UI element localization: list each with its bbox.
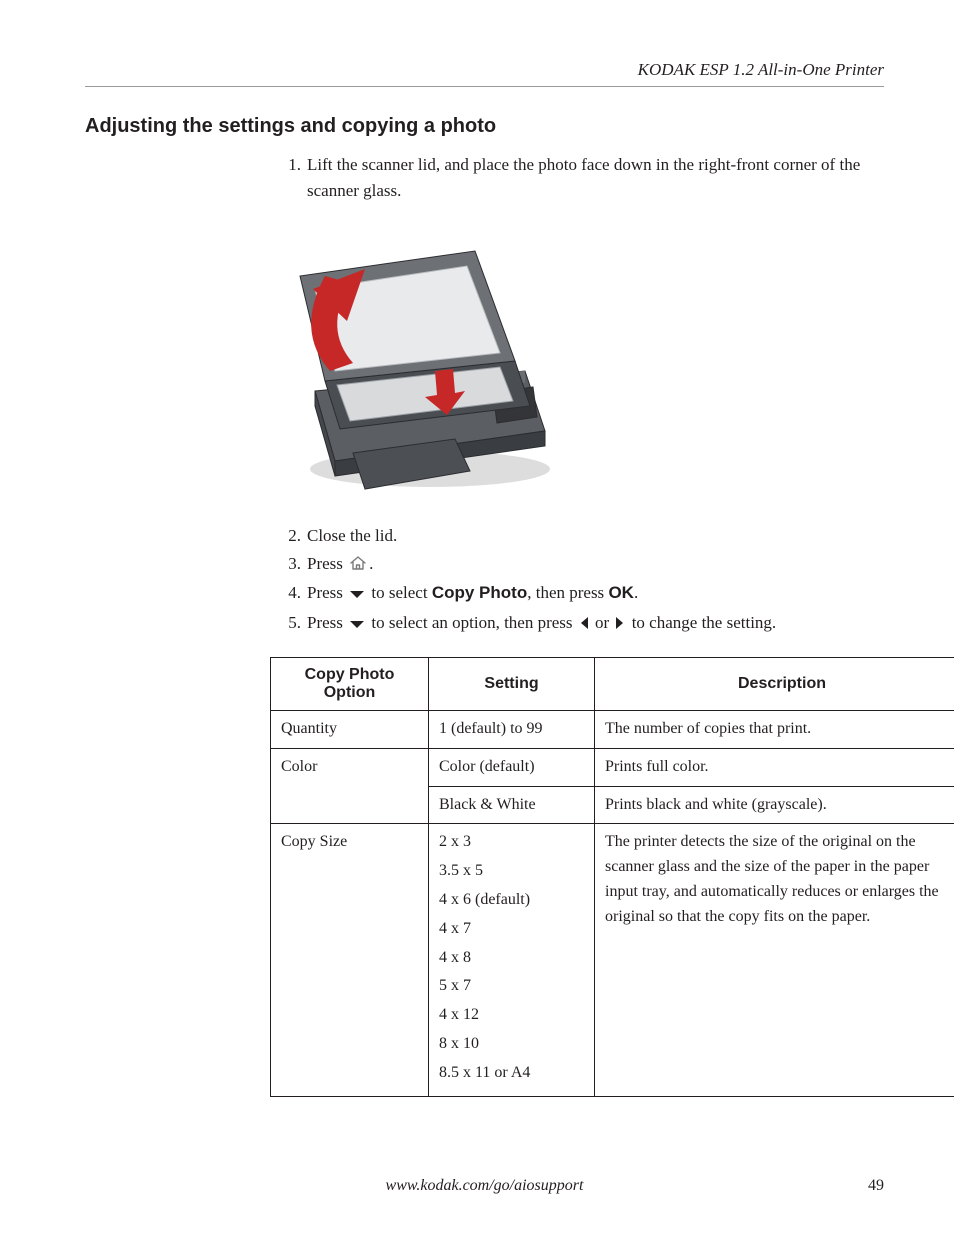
size-list: 2 x 3 3.5 x 5 4 x 6 (default) 4 x 7 4 x … [439, 830, 584, 1085]
bold-text: OK [608, 583, 634, 602]
steps-block-top: 1. Lift the scanner lid, and place the p… [275, 152, 884, 203]
size-item: 4 x 12 [439, 1003, 584, 1028]
page-footer: www.kodak.com/go/aiosupport 49 [85, 1177, 884, 1195]
table-row: Quantity 1 (default) to 99 The number of… [271, 711, 954, 749]
col-header: Copy Photo Option [271, 658, 429, 711]
cell-option: Color [271, 748, 429, 824]
left-arrow-icon [579, 612, 589, 638]
down-arrow-icon [349, 582, 365, 608]
down-arrow-icon [349, 612, 365, 638]
options-table: Copy Photo Option Setting Description Qu… [270, 657, 954, 1097]
text-frag: to select an option, then press [371, 613, 576, 632]
text-frag: or [595, 613, 613, 632]
step-5: 5. Press to select an option, then press… [275, 610, 884, 638]
table-row: Color Color (default) Prints full color. [271, 748, 954, 786]
text-frag: . [369, 554, 373, 573]
cell-setting: Color (default) [429, 748, 595, 786]
step-number: 4. [275, 580, 301, 608]
cell-desc: Prints full color. [595, 748, 954, 786]
col-header: Description [595, 658, 954, 711]
size-item: 4 x 6 (default) [439, 888, 584, 913]
size-item: 8.5 x 11 or A4 [439, 1061, 584, 1086]
text-frag: . [634, 583, 638, 602]
size-item: 8 x 10 [439, 1032, 584, 1057]
steps-block-bottom: 2. Close the lid. 3. Press . 4. Press to… [275, 523, 884, 637]
size-item: 4 x 7 [439, 917, 584, 942]
step-number: 5. [275, 610, 301, 638]
cell-setting: Black & White [429, 786, 595, 824]
step-2: 2. Close the lid. [275, 523, 884, 549]
table-row: Copy Size 2 x 3 3.5 x 5 4 x 6 (default) … [271, 824, 954, 1096]
text-frag: Press [307, 554, 347, 573]
step-text: Close the lid. [307, 523, 884, 549]
text-frag: to change the setting. [632, 613, 776, 632]
text-frag: , then press [527, 583, 608, 602]
text-frag: Press [307, 613, 347, 632]
footer-url: www.kodak.com/go/aiosupport [386, 1177, 584, 1195]
right-arrow-icon [615, 612, 625, 638]
printer-illustration [275, 221, 575, 501]
step-text: Press to select Copy Photo, then press O… [307, 580, 884, 608]
step-1: 1. Lift the scanner lid, and place the p… [275, 152, 884, 203]
cell-desc: Prints black and white (grayscale). [595, 786, 954, 824]
section-heading: Adjusting the settings and copying a pho… [85, 115, 884, 138]
size-item: 5 x 7 [439, 974, 584, 999]
footer-page-number: 49 [868, 1177, 884, 1195]
step-3: 3. Press . [275, 551, 884, 579]
step-text: Press . [307, 551, 884, 579]
cell-option: Quantity [271, 711, 429, 749]
size-item: 3.5 x 5 [439, 859, 584, 884]
col-header: Setting [429, 658, 595, 711]
page-header: KODAK ESP 1.2 All-in-One Printer [85, 60, 884, 87]
text-frag: to select [371, 583, 431, 602]
cell-setting: 2 x 3 3.5 x 5 4 x 6 (default) 4 x 7 4 x … [429, 824, 595, 1096]
step-number: 3. [275, 551, 301, 579]
cell-option: Copy Size [271, 824, 429, 1096]
table-header-row: Copy Photo Option Setting Description [271, 658, 954, 711]
bold-text: Copy Photo [432, 583, 527, 602]
step-text: Press to select an option, then press or… [307, 610, 884, 638]
step-number: 2. [275, 523, 301, 549]
size-item: 4 x 8 [439, 946, 584, 971]
text-frag: Press [307, 583, 347, 602]
size-item: 2 x 3 [439, 830, 584, 855]
cell-desc: The number of copies that print. [595, 711, 954, 749]
home-icon [349, 553, 367, 579]
cell-setting: 1 (default) to 99 [429, 711, 595, 749]
product-name: KODAK ESP 1.2 All-in-One Printer [638, 60, 884, 79]
step-4: 4. Press to select Copy Photo, then pres… [275, 580, 884, 608]
step-number: 1. [275, 152, 301, 203]
step-text: Lift the scanner lid, and place the phot… [307, 152, 884, 203]
cell-desc: The printer detects the size of the orig… [595, 824, 954, 1096]
